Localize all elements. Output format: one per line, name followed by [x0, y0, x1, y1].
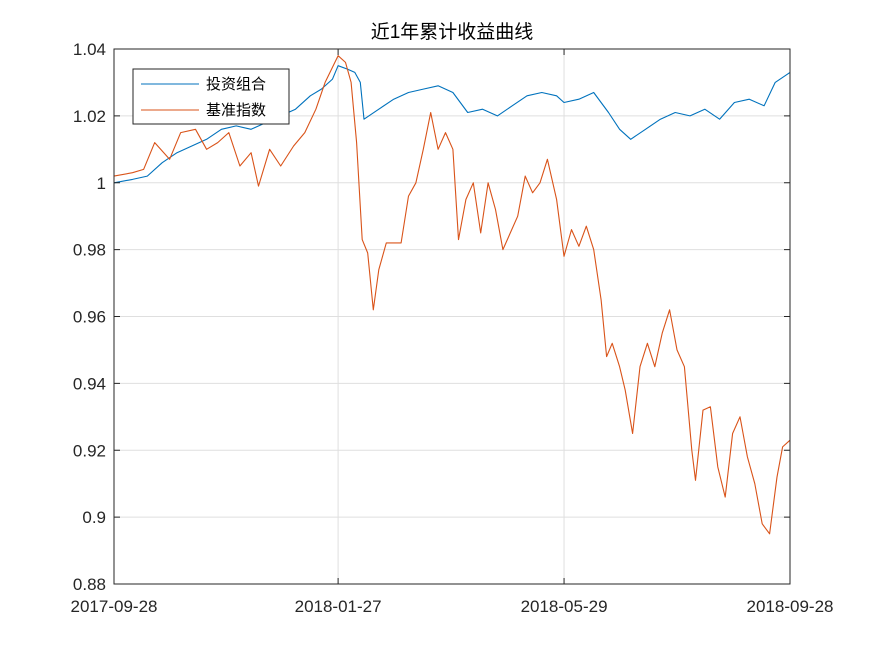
chart-title: 近1年累计收益曲线: [371, 21, 534, 43]
y-tick-label: 0.94: [73, 374, 106, 393]
x-tick-label: 2018-05-29: [521, 597, 608, 616]
y-tick-label: 0.96: [73, 308, 106, 327]
y-tick-label: 0.98: [73, 241, 106, 260]
y-tick-label: 1.04: [73, 40, 106, 59]
y-tick-label: 1.02: [73, 107, 106, 126]
y-tick-label: 0.9: [82, 508, 106, 527]
y-tick-label: 1: [97, 174, 106, 193]
x-tick-label: 2017-09-28: [71, 597, 158, 616]
legend-box: [132, 68, 290, 125]
legend: 投资组合 基准指数: [132, 68, 290, 125]
series-line-benchmark: [113, 55, 791, 535]
axis-tick-labels: 0.88 0.9 0.92 0.94 0.96 0.98 1 1.02 1.04 2017-09-…: [71, 40, 834, 616]
y-tick-label: 0.92: [73, 441, 106, 460]
x-tick-label: 2018-01-27: [295, 597, 382, 616]
series-line-portfolio: [113, 65, 791, 184]
series-lines: [113, 55, 791, 535]
legend-label-portfolio: 投资组合: [206, 76, 266, 93]
x-tick-label: 2018-09-28: [747, 597, 834, 616]
legend-label-benchmark: 基准指数: [206, 102, 266, 119]
y-tick-label: 0.88: [73, 575, 106, 594]
axis-ticks: [113, 48, 791, 585]
